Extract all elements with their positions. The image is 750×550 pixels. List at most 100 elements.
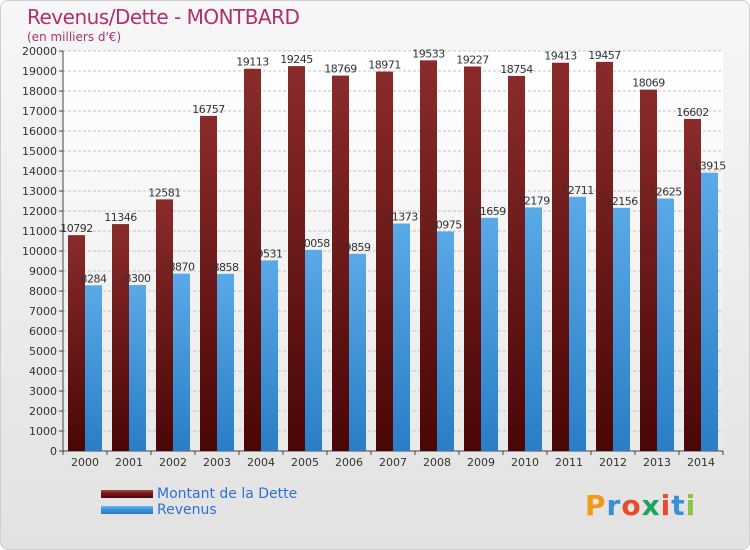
y-tick-label: 20000 (22, 45, 57, 58)
bar-dette (288, 66, 305, 451)
value-label-dette: 19533 (412, 47, 445, 60)
legend-item-dette: Montant de la Dette (101, 486, 297, 502)
y-tick-label: 8000 (29, 285, 57, 298)
bar-revenus (481, 217, 498, 451)
value-label-revenus: 9859 (345, 241, 371, 254)
legend: Montant de la Dette Revenus (101, 486, 297, 518)
value-label-revenus: 9531 (257, 247, 283, 260)
bar-revenus (613, 207, 630, 451)
bar-revenus (261, 260, 278, 451)
bar-dette (420, 60, 437, 452)
y-tick-label: 12000 (22, 205, 57, 218)
y-tick-label: 13000 (22, 185, 57, 198)
bar-dette (684, 118, 701, 452)
x-tick-label: 2012 (599, 456, 627, 469)
value-label-dette: 11346 (104, 211, 137, 224)
x-tick-label: 2005 (291, 456, 319, 469)
y-tick-label: 1000 (29, 425, 57, 438)
x-tick-label: 2014 (687, 456, 715, 469)
x-tick-label: 2010 (511, 456, 539, 469)
value-label-revenus: 12179 (517, 194, 550, 207)
bar-dette (640, 89, 657, 452)
value-label-dette: 10792 (60, 222, 93, 235)
value-label-dette: 19113 (236, 56, 269, 69)
y-tick-label: 17000 (22, 105, 57, 118)
value-label-revenus: 8858 (213, 261, 239, 274)
y-tick-label: 16000 (22, 125, 57, 138)
bar-dette (332, 75, 349, 452)
bar-revenus (305, 249, 322, 451)
value-label-dette: 19413 (544, 50, 577, 63)
value-label-dette: 19457 (588, 49, 621, 62)
y-tick-label: 9000 (29, 265, 57, 278)
value-label-dette: 16757 (192, 103, 225, 116)
value-label-dette: 18754 (500, 63, 533, 76)
legend-swatch-revenus (101, 506, 153, 514)
value-label-dette: 16602 (676, 106, 709, 119)
bar-revenus (217, 273, 234, 451)
bar-dette (244, 68, 261, 452)
value-label-dette: 18971 (368, 59, 401, 72)
value-label-dette: 12581 (148, 186, 181, 199)
value-label-dette: 18069 (632, 77, 665, 90)
x-tick-label: 2013 (643, 456, 671, 469)
chart-subtitle: (en milliers d'€) (27, 30, 122, 44)
proxiti-logo: Proxiti (585, 489, 697, 522)
bar-revenus (525, 207, 542, 451)
x-tick-label: 2002 (159, 456, 187, 469)
legend-swatch-dette (101, 490, 153, 498)
y-tick-label: 4000 (29, 365, 57, 378)
x-tick-label: 2000 (71, 456, 99, 469)
value-label-revenus: 8300 (125, 272, 151, 285)
bar-revenus (701, 172, 718, 451)
y-tick-label: 14000 (22, 165, 57, 178)
bar-revenus (569, 196, 586, 451)
x-tick-label: 2011 (555, 456, 583, 469)
value-label-revenus: 13915 (693, 160, 726, 173)
bar-dette (112, 224, 129, 451)
bar-revenus (393, 223, 410, 451)
legend-label-dette: Montant de la Dette (157, 486, 298, 502)
bar-revenus (129, 285, 146, 451)
x-tick-label: 2007 (379, 456, 407, 469)
value-label-revenus: 12711 (561, 184, 594, 197)
value-label-revenus: 12156 (605, 195, 638, 208)
chart-title: Revenus/Dette - MONTBARD (27, 5, 300, 29)
y-tick-label: 7000 (29, 305, 57, 318)
x-tick-label: 2001 (115, 456, 143, 469)
x-tick-label: 2003 (203, 456, 231, 469)
bar-revenus (657, 198, 674, 451)
y-tick-label: 11000 (22, 225, 57, 238)
bar-dette (464, 66, 481, 452)
value-label-dette: 19245 (280, 53, 313, 66)
bar-dette (156, 199, 173, 451)
bar-revenus (85, 285, 102, 451)
value-label-revenus: 10975 (429, 219, 462, 232)
x-tick-label: 2004 (247, 456, 275, 469)
y-tick-label: 3000 (29, 385, 57, 398)
x-tick-label: 2009 (467, 456, 495, 469)
y-tick-label: 0 (50, 445, 57, 458)
bar-dette (596, 61, 613, 452)
y-tick-label: 10000 (22, 245, 57, 258)
bar-dette (508, 75, 525, 452)
y-tick-label: 19000 (22, 65, 57, 78)
legend-label-revenus: Revenus (157, 502, 217, 518)
bar-revenus (437, 231, 454, 451)
y-tick-label: 15000 (22, 145, 57, 158)
y-tick-label: 18000 (22, 85, 57, 98)
value-label-revenus: 11373 (385, 211, 418, 224)
y-tick-label: 6000 (29, 325, 57, 338)
value-label-revenus: 10058 (297, 237, 330, 250)
x-tick-label: 2008 (423, 456, 451, 469)
value-label-revenus: 11659 (473, 205, 506, 218)
bar-dette (68, 235, 85, 451)
y-tick-label: 2000 (29, 405, 57, 418)
bar-revenus (349, 253, 366, 451)
bar-dette (200, 115, 217, 452)
y-tick-label: 5000 (29, 345, 57, 358)
bar-revenus (173, 273, 190, 451)
x-tick-label: 2006 (335, 456, 363, 469)
